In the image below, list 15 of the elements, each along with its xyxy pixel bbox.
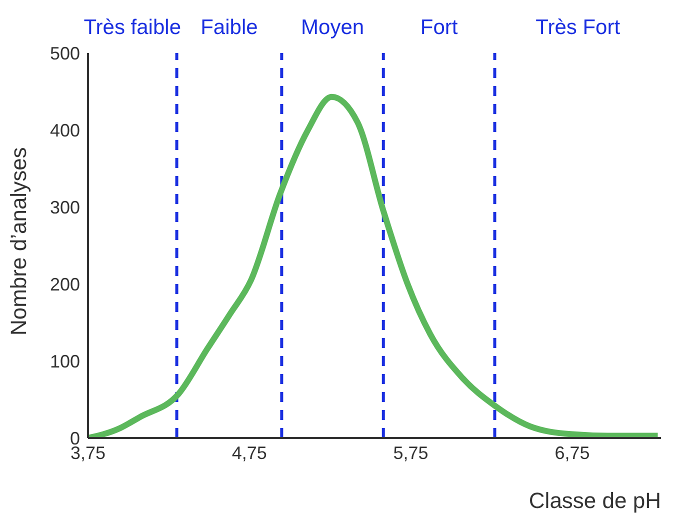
y-axis-title: Nombre d’analyses — [6, 147, 31, 336]
text: Moyen — [301, 16, 364, 39]
text: Faible — [200, 16, 258, 39]
y-tick-label: 200 — [50, 274, 80, 294]
text: Très Fort — [534, 16, 622, 40]
x-axis-title: Classe de pH — [528, 488, 661, 513]
y-tick-label: 300 — [50, 197, 80, 218]
y-tick-label: 500 — [50, 43, 80, 64]
y-tick-label: 400 — [50, 120, 80, 140]
x-tick-label: 6,75 — [554, 442, 590, 463]
text: Fort — [420, 16, 458, 39]
text: Très faible — [84, 16, 181, 39]
x-tick-label: 4,75 — [232, 442, 267, 463]
x-tick-label: 5,75 — [393, 442, 428, 463]
y-tick-label: 100 — [50, 351, 80, 372]
